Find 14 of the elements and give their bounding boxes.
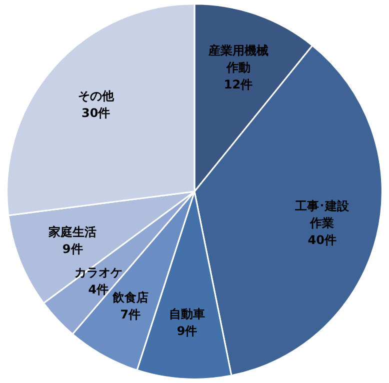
data-label: 30件: [82, 106, 110, 120]
data-label: 7件: [120, 308, 141, 322]
slice-label: その他: [78, 89, 115, 104]
data-label: 12件: [224, 78, 253, 92]
slice-label: 工事･建設作業: [294, 198, 350, 230]
slice-label: 家庭生活: [48, 224, 97, 239]
slice-label: 飲食店: [111, 290, 148, 305]
slice-label: 自動車: [169, 307, 206, 322]
slice-label: カラオケ: [74, 266, 122, 280]
data-label: 40件: [308, 232, 336, 247]
data-label: 4件: [88, 282, 109, 297]
slice-label: 産業用機械作動: [207, 44, 268, 75]
data-label: 9件: [62, 242, 83, 256]
data-label: 9件: [176, 324, 198, 338]
